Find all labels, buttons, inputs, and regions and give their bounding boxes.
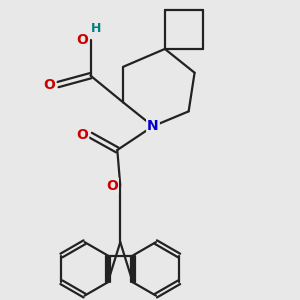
Text: O: O (76, 33, 88, 47)
Text: H: H (90, 22, 101, 35)
Text: N: N (147, 119, 159, 133)
Text: O: O (44, 78, 56, 92)
Text: O: O (106, 179, 118, 193)
Text: O: O (76, 128, 88, 142)
